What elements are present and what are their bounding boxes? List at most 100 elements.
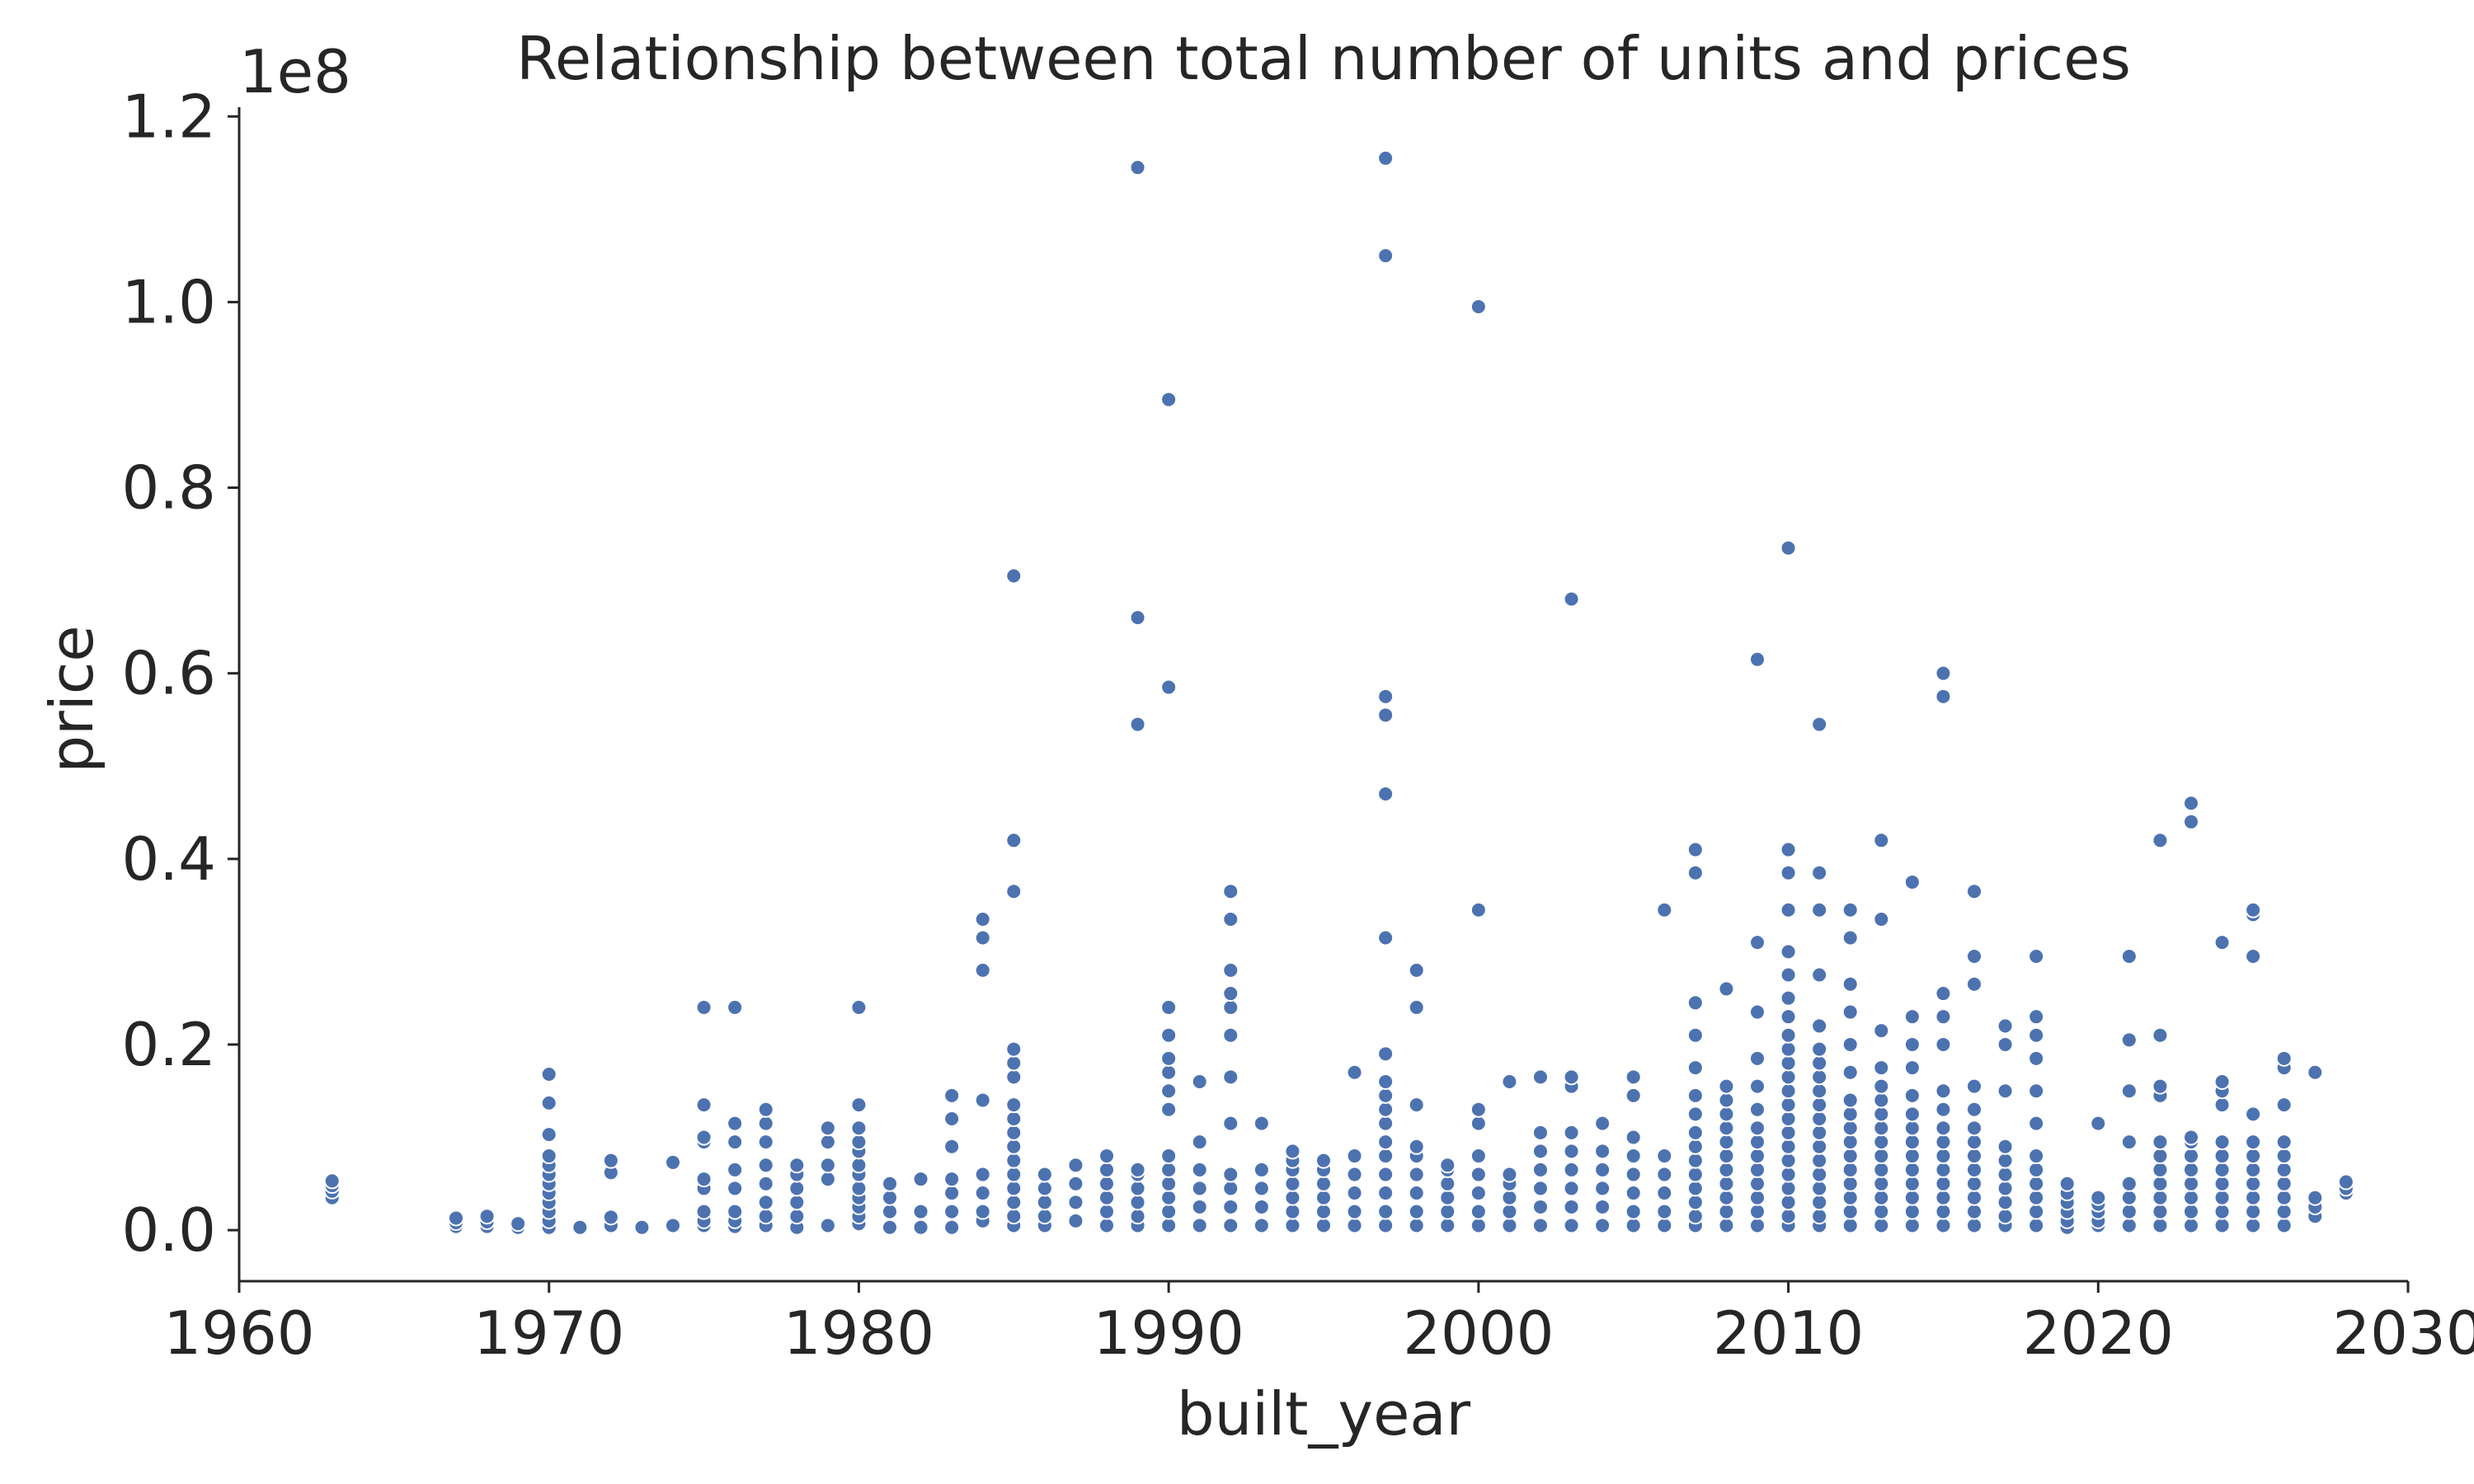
data-point: [1966, 948, 1982, 965]
data-point: [2152, 1217, 2169, 1234]
data-point: [1966, 1161, 1982, 1178]
data-point: [1129, 1161, 1146, 1178]
data-point: [2275, 1148, 2293, 1165]
data-point: [1005, 883, 1023, 900]
y-axis-ticks: 0.0 0.2 0.4 0.6 0.8 1.0 1.2: [121, 82, 239, 1265]
data-point: [1780, 901, 1797, 918]
data-point: [943, 1138, 961, 1155]
data-point: [1749, 650, 1766, 668]
data-point: [882, 1219, 898, 1236]
data-point: [1284, 1203, 1301, 1220]
data-point: [1966, 1120, 1982, 1137]
data-point: [1903, 873, 1921, 890]
data-point: [1935, 1175, 1952, 1192]
data-point: [943, 1203, 961, 1220]
data-point: [757, 1115, 774, 1132]
data-point: [1966, 1134, 1982, 1151]
data-point: [1625, 1148, 1642, 1165]
data-point: [1997, 1017, 2014, 1035]
data-point: [850, 998, 868, 1016]
data-point: [1129, 159, 1146, 176]
data-point: [1439, 1175, 1456, 1192]
data-point: [1191, 1161, 1208, 1178]
data-point: [1346, 1185, 1363, 1202]
data-point: [788, 1157, 806, 1174]
data-point: [2152, 1026, 2169, 1044]
data-point: [1780, 1040, 1797, 1058]
data-point: [1780, 1208, 1797, 1225]
data-point: [540, 1148, 557, 1165]
data-point: [1873, 1120, 1890, 1137]
data-point: [1656, 1166, 1673, 1183]
data-point: [1718, 1203, 1735, 1220]
data-point: [1439, 1203, 1456, 1220]
data-point: [1718, 1078, 1735, 1095]
data-point: [1005, 1111, 1023, 1128]
data-point: [1346, 1203, 1363, 1220]
data-point: [1811, 966, 1828, 984]
y-tick-label: 1.2: [121, 82, 216, 151]
data-point: [1718, 1120, 1735, 1137]
data-point: [1841, 929, 1859, 946]
data-point: [1005, 1124, 1023, 1141]
data-point: [1439, 1157, 1456, 1174]
data-point: [1377, 247, 1395, 265]
data-point: [1873, 1175, 1890, 1192]
data-point: [1532, 1180, 1549, 1197]
data-point: [974, 1092, 991, 1109]
data-point: [1780, 1097, 1797, 1114]
data-point: [1408, 1138, 1425, 1155]
data-point: [1222, 961, 1239, 979]
data-point: [1377, 149, 1395, 167]
data-point: [1811, 1054, 1828, 1072]
data-point: [757, 1208, 774, 1225]
data-point: [1780, 864, 1797, 881]
data-point: [1377, 1148, 1395, 1165]
data-point: [1841, 1120, 1859, 1137]
data-point: [850, 1120, 868, 1137]
data-point: [1749, 934, 1766, 951]
data-point: [540, 1094, 557, 1111]
data-point: [1005, 832, 1023, 849]
data-point: [1191, 1073, 1208, 1090]
data-point: [2028, 1161, 2045, 1178]
data-point: [1935, 1101, 1952, 1118]
data-point: [1873, 1022, 1890, 1040]
data-point: [2120, 1031, 2138, 1049]
data-point: [1780, 1068, 1797, 1086]
data-point: [2245, 1161, 2262, 1178]
data-point: [974, 1203, 991, 1220]
data-point: [1470, 1217, 1487, 1234]
data-point: [1811, 716, 1828, 733]
data-point: [2028, 1082, 2045, 1100]
data-point: [1686, 1194, 1704, 1211]
data-point: [2213, 1217, 2231, 1234]
data-point: [1811, 1180, 1828, 1197]
data-point: [1160, 1203, 1178, 1220]
data-point: [2245, 1134, 2262, 1151]
data-point: [2120, 1175, 2138, 1192]
data-point: [695, 1097, 713, 1114]
data-point: [1780, 841, 1797, 858]
data-point: [1749, 1078, 1766, 1095]
data-point: [2120, 1134, 2138, 1151]
data-point: [1718, 1148, 1735, 1165]
data-point: [1501, 1203, 1518, 1220]
data-point: [1966, 1189, 1982, 1206]
data-point: [1377, 1185, 1395, 1202]
data-point: [1005, 1180, 1023, 1197]
data-point: [1377, 1073, 1395, 1090]
x-tick-label: 2020: [2023, 1298, 2174, 1368]
data-point: [1811, 1152, 1828, 1169]
data-point: [1780, 1194, 1797, 1211]
data-point: [1067, 1157, 1084, 1174]
data-point: [1036, 1194, 1053, 1211]
data-point: [1222, 998, 1239, 1016]
data-point: [1966, 1217, 1982, 1234]
data-point: [1718, 1175, 1735, 1192]
data-point: [2245, 1148, 2262, 1165]
data-point: [2275, 1189, 2293, 1206]
data-point: [695, 998, 713, 1016]
data-point: [1222, 1115, 1239, 1132]
data-point: [1997, 1152, 2014, 1169]
